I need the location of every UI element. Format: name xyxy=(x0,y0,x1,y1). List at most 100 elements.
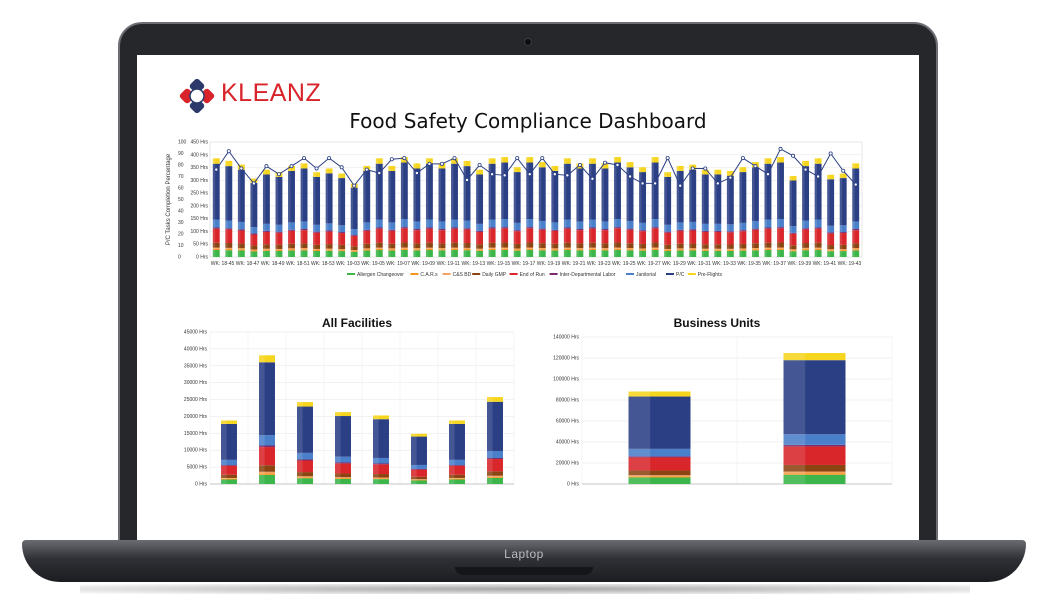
bar-segment xyxy=(250,233,258,235)
bar-highlight xyxy=(588,157,592,257)
bar-highlight xyxy=(664,171,667,257)
business-units-title: Business Units xyxy=(673,316,761,330)
bar-segment xyxy=(488,250,496,257)
bar-segment xyxy=(814,248,822,251)
legend-swatch xyxy=(410,273,419,275)
bar-segment xyxy=(449,459,465,466)
bar-segment xyxy=(651,247,659,249)
completion-point xyxy=(214,167,219,172)
bar-segment xyxy=(689,229,697,231)
bar-segment xyxy=(777,162,784,220)
completion-point xyxy=(628,174,633,179)
bar-segment xyxy=(802,160,810,167)
bar-segment xyxy=(300,221,308,230)
week-bar xyxy=(852,162,860,257)
y2-tick-label: 0 xyxy=(178,255,181,261)
bar-highlight xyxy=(413,162,416,257)
bar-segment xyxy=(275,251,283,257)
bar-segment xyxy=(363,229,371,231)
bar-highlight xyxy=(714,168,717,257)
bar-segment xyxy=(300,163,308,169)
bar-segment xyxy=(764,250,772,257)
bar-segment xyxy=(225,229,233,244)
bar-segment xyxy=(413,249,421,251)
bar-highlight xyxy=(488,157,492,257)
bar-segment xyxy=(259,445,275,448)
laptop-notch xyxy=(455,567,593,575)
bar-segment xyxy=(338,178,346,226)
bar-segment xyxy=(335,477,351,479)
bar-segment xyxy=(764,248,772,251)
bar-segment xyxy=(714,231,722,245)
completion-point xyxy=(251,181,256,186)
bar-segment xyxy=(438,163,446,169)
bar-segment xyxy=(802,228,810,230)
completion-point xyxy=(853,182,858,187)
bar-segment xyxy=(814,247,822,249)
bar-segment xyxy=(451,227,458,229)
y-tick-label: 140000 Hrs xyxy=(553,335,579,341)
bar-segment xyxy=(639,172,647,223)
bar-segment xyxy=(751,250,759,257)
bar-segment xyxy=(375,219,383,228)
bar-segment xyxy=(626,162,634,168)
bar-segment xyxy=(373,463,389,465)
week-bar xyxy=(463,159,471,257)
bar-segment xyxy=(676,230,684,244)
bar-segment xyxy=(275,244,283,249)
legend-label: End of Run xyxy=(520,272,545,278)
week-bar xyxy=(375,157,383,257)
bar-segment xyxy=(488,247,496,249)
completion-point xyxy=(803,167,808,172)
bar-segment xyxy=(373,415,389,420)
bar-segment xyxy=(262,249,270,251)
legend-label: C&S BD xyxy=(453,272,472,278)
bar-segment xyxy=(335,478,351,479)
week-bar xyxy=(777,156,784,257)
bar-segment xyxy=(751,167,759,221)
bar-segment xyxy=(488,227,496,229)
bar-segment xyxy=(221,479,237,484)
bar-segment xyxy=(764,163,772,220)
bar-segment xyxy=(237,169,245,222)
x-tick-label: WK: 19-09 xyxy=(411,261,435,267)
bar-segment xyxy=(413,163,421,169)
bar-segment xyxy=(375,248,383,251)
x-tick-label: WK: 19-43 xyxy=(838,261,862,267)
bar-segment xyxy=(777,227,784,229)
bar-segment xyxy=(275,248,283,250)
bar-segment xyxy=(425,219,433,228)
bar-segment xyxy=(664,251,672,257)
bar-segment xyxy=(451,228,458,243)
bar-segment xyxy=(237,230,245,244)
bar-segment xyxy=(275,232,283,245)
bar-segment xyxy=(739,222,747,231)
bar-segment xyxy=(563,247,571,249)
week-bar xyxy=(488,157,496,257)
x-tick-label: WK: 19-13 xyxy=(461,261,485,267)
bar-segment xyxy=(676,249,684,251)
bar-segment xyxy=(827,245,835,250)
completion-line xyxy=(215,148,857,187)
bar-segment xyxy=(212,242,220,248)
bar-segment xyxy=(802,247,810,250)
y-tick-label: 150 Hrs xyxy=(190,216,208,222)
bar-segment xyxy=(350,229,358,236)
completion-point xyxy=(490,172,495,177)
bar-segment xyxy=(438,230,446,244)
bar-highlight xyxy=(852,162,855,257)
bar-segment xyxy=(639,249,647,251)
bar-segment xyxy=(250,227,258,234)
y2-tick-label: 20 xyxy=(178,232,184,238)
bar-segment xyxy=(783,474,846,484)
week-bar xyxy=(438,162,446,257)
bar-segment xyxy=(639,231,647,244)
bar-segment xyxy=(313,249,321,252)
bar-segment xyxy=(297,472,313,477)
bar-highlight xyxy=(802,159,805,257)
y-tick-label: 100000 Hrs xyxy=(553,377,579,383)
y-tick-label: 25000 Hrs xyxy=(184,397,208,403)
bar-segment xyxy=(501,162,509,220)
bar-segment xyxy=(628,470,691,476)
y2-tick-label: 70 xyxy=(178,174,184,180)
